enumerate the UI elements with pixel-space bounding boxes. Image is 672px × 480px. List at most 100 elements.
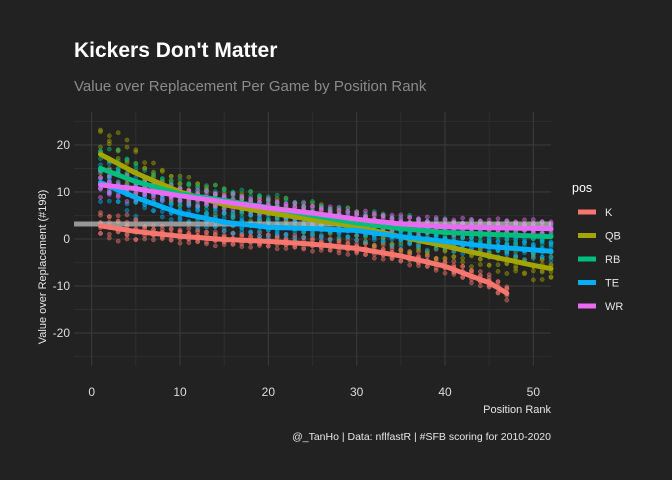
- data-point-qb: [539, 269, 545, 275]
- data-point-k: [106, 231, 112, 237]
- data-point-k: [274, 246, 280, 252]
- data-point-k: [115, 213, 121, 219]
- data-point-qb: [106, 138, 112, 144]
- data-point-qb: [442, 255, 448, 261]
- y-tick-label: -20: [53, 326, 71, 340]
- data-point-qb: [177, 173, 183, 179]
- data-point-k: [257, 230, 262, 236]
- data-point-qb: [124, 137, 130, 143]
- data-point-wr: [221, 192, 227, 198]
- data-point-te: [168, 202, 174, 207]
- data-point-te: [274, 231, 280, 237]
- data-point-rb: [248, 188, 254, 194]
- data-point-rb: [274, 201, 280, 207]
- data-point-rb: [168, 178, 174, 183]
- data-point-wr: [230, 191, 236, 197]
- data-point-k: [195, 229, 201, 235]
- legend-label-k: K: [605, 207, 613, 219]
- data-point-qb: [398, 248, 404, 253]
- data-point-te: [469, 235, 474, 240]
- data-point-rb: [186, 182, 192, 188]
- data-point-k: [186, 240, 192, 246]
- data-point-te: [248, 229, 254, 235]
- data-point-te: [504, 237, 510, 243]
- data-point-wr: [204, 188, 209, 193]
- legend: pos K QB RB TE WR: [572, 181, 623, 313]
- data-point-wr: [495, 216, 501, 222]
- x-tick-label: 30: [350, 385, 364, 399]
- data-point-k: [151, 237, 156, 243]
- data-point-wr: [407, 215, 413, 220]
- data-point-qb: [115, 130, 121, 136]
- data-point-te: [257, 215, 262, 220]
- data-point-qb: [159, 167, 165, 173]
- data-point-wr: [460, 215, 466, 221]
- data-point-rb: [133, 161, 139, 166]
- data-point-wr: [195, 202, 201, 208]
- data-point-wr: [283, 201, 289, 207]
- data-point-rb: [212, 182, 218, 188]
- data-point-wr: [177, 198, 183, 203]
- data-point-wr: [354, 212, 360, 217]
- data-point-rb: [345, 205, 351, 211]
- data-point-te: [416, 242, 421, 248]
- data-point-wr: [98, 186, 103, 192]
- data-point-te: [151, 208, 156, 213]
- data-point-wr: [336, 205, 342, 211]
- data-point-rb: [115, 166, 121, 172]
- data-point-k: [98, 212, 103, 218]
- data-point-te: [310, 232, 315, 237]
- data-point-te: [230, 231, 236, 236]
- data-point-te: [318, 232, 324, 238]
- data-point-rb: [221, 187, 227, 193]
- data-point-qb: [477, 256, 483, 262]
- data-point-rb: [168, 200, 174, 206]
- data-point-qb: [98, 127, 103, 133]
- data-point-k: [301, 246, 307, 252]
- data-point-te: [106, 198, 112, 204]
- data-point-rb: [159, 176, 165, 182]
- y-tick-label: -10: [53, 279, 71, 293]
- data-point-qb: [530, 268, 536, 274]
- data-point-te: [133, 213, 139, 219]
- data-point-te: [159, 214, 165, 220]
- data-point-te: [548, 240, 554, 246]
- data-point-qb: [486, 262, 492, 268]
- data-point-te: [283, 232, 289, 237]
- data-point-te: [354, 237, 360, 243]
- data-point-te: [398, 243, 404, 249]
- data-point-qb: [469, 264, 474, 269]
- data-point-te: [239, 229, 245, 234]
- data-point-wr: [522, 217, 527, 223]
- data-point-k: [327, 236, 333, 242]
- data-point-wr: [265, 196, 271, 202]
- data-point-qb: [495, 262, 501, 268]
- data-point-k: [451, 258, 457, 264]
- data-point-wr: [301, 200, 307, 206]
- data-point-k: [354, 250, 360, 256]
- data-point-wr: [318, 205, 324, 211]
- data-point-k: [469, 267, 474, 273]
- data-point-qb: [168, 173, 174, 179]
- data-point-qb: [212, 212, 218, 218]
- data-point-te: [389, 243, 395, 249]
- data-point-qb: [442, 248, 448, 254]
- data-point-k: [407, 262, 413, 268]
- data-point-qb: [522, 270, 527, 276]
- data-point-k: [345, 252, 351, 257]
- data-point-k: [115, 238, 121, 244]
- data-point-wr: [257, 196, 262, 202]
- data-point-te: [460, 235, 466, 241]
- data-point-te: [248, 212, 254, 218]
- data-point-k: [212, 229, 218, 235]
- data-point-wr: [380, 213, 386, 219]
- data-point-k: [221, 232, 227, 238]
- data-point-k: [212, 243, 218, 249]
- data-point-k: [248, 244, 254, 250]
- data-point-qb: [98, 144, 103, 150]
- data-point-k: [310, 248, 315, 254]
- data-point-te: [204, 210, 209, 216]
- data-point-qb: [389, 241, 395, 247]
- data-point-wr: [292, 200, 298, 206]
- x-tick-label: 50: [527, 385, 541, 399]
